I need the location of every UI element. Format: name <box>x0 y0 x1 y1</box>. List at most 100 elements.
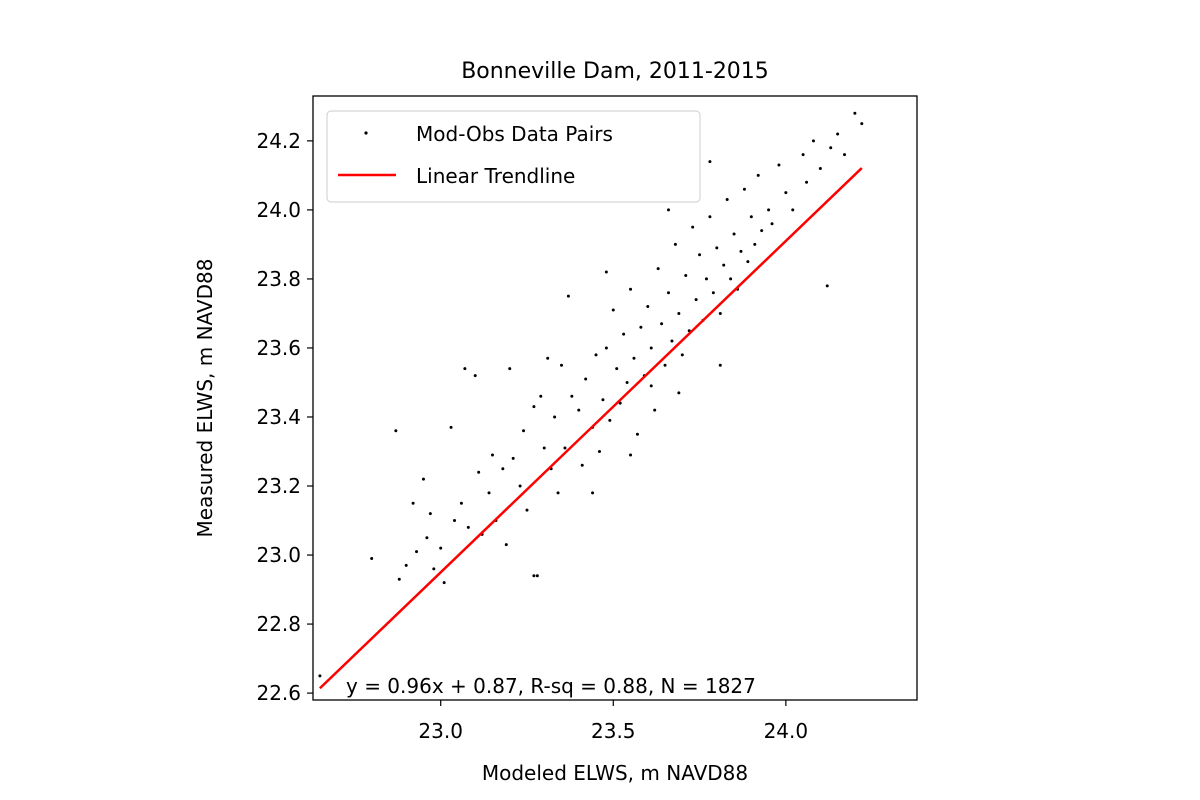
data-point <box>698 253 702 257</box>
data-point <box>532 405 536 409</box>
data-point <box>504 543 508 547</box>
data-point <box>684 273 688 277</box>
y-tick-label: 23.8 <box>256 267 301 291</box>
data-point <box>704 277 708 281</box>
data-point <box>732 232 736 236</box>
data-point <box>649 384 653 388</box>
data-point <box>656 267 660 271</box>
data-point <box>784 191 788 195</box>
x-axis-label: Modeled ELWS, m NAVD88 <box>482 761 748 785</box>
data-point <box>415 550 419 554</box>
data-point <box>466 525 470 529</box>
plot-frame <box>312 95 918 701</box>
data-point <box>739 249 743 253</box>
data-point <box>760 229 764 233</box>
data-point <box>635 432 639 436</box>
data-point <box>604 346 608 350</box>
legend-label-data-pairs: Mod-Obs Data Pairs <box>416 122 613 146</box>
data-point <box>601 398 605 402</box>
data-point <box>718 363 722 367</box>
y-axis-ticks: 22.6 22.8 23.0 23.2 23.4 23.6 23.8 24.0 24.2 <box>256 129 313 705</box>
y-tick-label: 22.6 <box>256 681 301 705</box>
data-point <box>663 363 667 367</box>
data-point <box>805 180 809 184</box>
data-point <box>825 284 829 288</box>
data-point <box>425 536 429 540</box>
y-tick-label: 22.8 <box>256 612 301 636</box>
data-point <box>853 111 857 115</box>
legend-marker-dot <box>364 131 368 135</box>
data-point <box>411 501 415 505</box>
data-point <box>442 581 446 585</box>
data-point <box>680 353 684 357</box>
legend-label-trendline: Linear Trendline <box>416 164 575 188</box>
data-point <box>708 215 712 219</box>
data-point <box>649 346 653 350</box>
data-point <box>542 446 546 450</box>
chart-title: Bonneville Dam, 2011-2015 <box>461 59 769 84</box>
data-point <box>725 198 729 202</box>
data-point <box>501 467 505 471</box>
data-point <box>449 425 453 429</box>
data-point <box>860 122 864 126</box>
trendline-layer <box>319 167 863 690</box>
data-point <box>625 380 629 384</box>
data-point <box>525 508 529 512</box>
data-point <box>566 294 570 298</box>
x-tick-label: 24.0 <box>764 719 809 743</box>
data-point <box>421 477 425 481</box>
data-point <box>829 146 833 150</box>
data-point <box>742 187 746 191</box>
data-point <box>615 367 619 371</box>
data-point <box>439 546 443 550</box>
data-point <box>836 132 840 136</box>
x-tick-label: 23.5 <box>591 719 636 743</box>
data-point <box>694 298 698 302</box>
y-tick-label: 23.0 <box>256 543 301 567</box>
y-axis-label: Measured ELWS, m NAVD88 <box>193 259 217 538</box>
data-point <box>639 325 643 329</box>
regression-annotation: y = 0.96x + 0.87, R-sq = 0.88, N = 1827 <box>346 674 756 698</box>
data-point <box>453 519 457 523</box>
x-axis-ticks: 23.0 23.5 24.0 <box>418 700 808 743</box>
data-point <box>477 470 481 474</box>
data-point <box>629 287 633 291</box>
data-point <box>670 339 674 343</box>
data-point <box>473 374 477 378</box>
data-point <box>608 418 612 422</box>
y-tick-label: 24.2 <box>256 129 301 153</box>
data-point <box>580 463 584 467</box>
data-point <box>622 332 626 336</box>
data-point <box>666 208 670 212</box>
data-point <box>370 556 374 560</box>
data-point <box>711 291 715 295</box>
data-point <box>632 356 636 360</box>
data-point <box>432 567 436 571</box>
data-point <box>318 674 322 678</box>
data-point <box>394 429 398 433</box>
legend: Mod-Obs Data Pairs Linear Trendline <box>326 110 701 203</box>
data-point <box>770 222 774 226</box>
data-point <box>677 311 681 315</box>
data-point <box>611 308 615 312</box>
data-point <box>791 208 795 212</box>
data-point <box>490 453 494 457</box>
data-point <box>767 208 771 212</box>
data-point <box>691 225 695 229</box>
data-point <box>746 260 750 264</box>
data-point <box>673 242 677 246</box>
data-point <box>597 449 601 453</box>
data-point <box>463 367 467 371</box>
data-point <box>666 291 670 295</box>
data-point <box>811 139 815 143</box>
data-point <box>646 305 650 309</box>
data-point <box>722 263 726 267</box>
x-tick-label: 23.0 <box>418 719 463 743</box>
y-tick-label: 23.2 <box>256 474 301 498</box>
data-point <box>560 363 564 367</box>
y-tick-label: 23.4 <box>256 405 301 429</box>
legend-box <box>326 110 701 203</box>
data-point <box>522 429 526 433</box>
data-point <box>708 160 712 164</box>
